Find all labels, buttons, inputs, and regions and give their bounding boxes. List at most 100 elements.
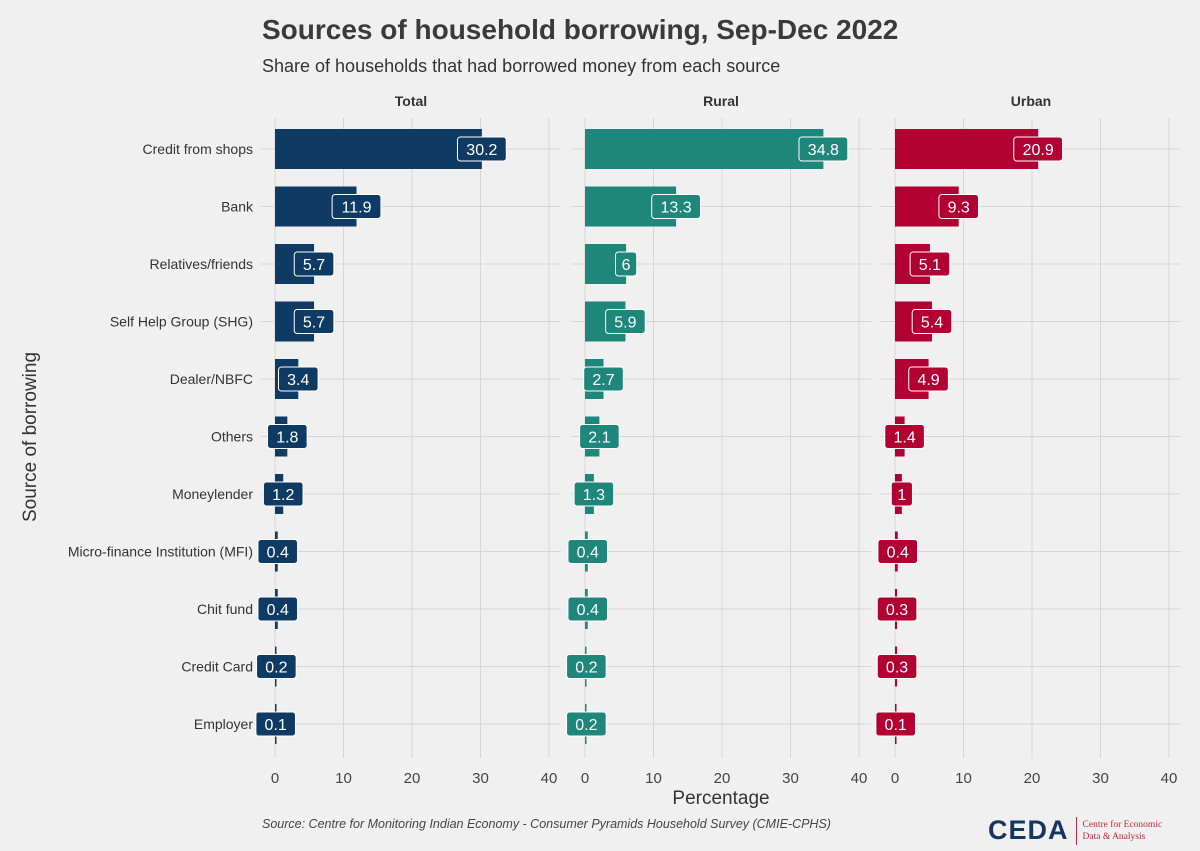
ceda-logo: CEDA Centre for Economic Data & Analysis xyxy=(988,815,1162,846)
data-label: 0.1 xyxy=(265,717,287,734)
data-label: 1 xyxy=(897,487,906,504)
x-tick-label: 0 xyxy=(891,770,899,787)
data-label-box xyxy=(876,654,918,679)
data-label-box xyxy=(875,711,916,737)
data-label-box xyxy=(911,309,953,334)
data-label: 2.1 xyxy=(588,430,610,447)
data-label-box xyxy=(877,539,919,564)
x-tick-label: 30 xyxy=(1092,770,1109,787)
data-label: 0.3 xyxy=(886,602,908,619)
chart-title: Sources of household borrowing, Sep-Dec … xyxy=(262,14,899,45)
data-label: 30.2 xyxy=(466,142,497,159)
facet-title: Urban xyxy=(1011,93,1051,109)
logo-divider xyxy=(1075,816,1077,845)
x-tick-label: 40 xyxy=(851,770,868,787)
data-label-box xyxy=(567,539,609,564)
data-label: 3.4 xyxy=(287,372,309,389)
x-tick-label: 20 xyxy=(404,770,421,787)
x-tick-label: 40 xyxy=(1161,770,1178,787)
data-label-box xyxy=(262,481,304,507)
data-label-box xyxy=(293,309,335,334)
data-label-box xyxy=(255,711,296,737)
data-label: 0.2 xyxy=(265,660,287,677)
data-label-box xyxy=(277,366,319,392)
x-tick-label: 30 xyxy=(782,770,799,787)
logo-text: Centre for Economic Data & Analysis xyxy=(1083,819,1163,843)
data-label: 5.4 xyxy=(921,315,943,332)
data-label: 0.4 xyxy=(267,545,289,562)
category-label: Relatives/friends xyxy=(150,256,254,272)
category-label: Employer xyxy=(194,716,253,732)
x-tick-label: 0 xyxy=(581,770,589,787)
x-tick-label: 20 xyxy=(1024,770,1041,787)
data-label-box xyxy=(615,251,638,277)
category-label: Micro-finance Institution (MFI) xyxy=(68,544,253,560)
data-label-box xyxy=(1013,136,1064,162)
data-label: 2.7 xyxy=(592,372,614,389)
category-label: Others xyxy=(211,429,253,445)
category-label: Dealer/NBFC xyxy=(170,371,253,387)
data-label: 5.9 xyxy=(614,315,636,332)
data-label: 0.2 xyxy=(575,717,597,734)
data-label-box xyxy=(884,424,925,449)
facet-title: Rural xyxy=(703,93,739,109)
data-label-box xyxy=(573,481,615,507)
data-label: 11.9 xyxy=(342,200,372,217)
data-label: 0.4 xyxy=(267,602,289,619)
data-label-box xyxy=(579,424,620,449)
data-label-box xyxy=(257,539,299,564)
data-label-box xyxy=(908,366,949,392)
category-label: Moneylender xyxy=(172,486,253,502)
data-label-box xyxy=(651,194,702,219)
data-label: 1.8 xyxy=(276,430,298,447)
data-label-box xyxy=(938,194,980,219)
data-label-box xyxy=(583,366,624,392)
x-tick-label: 10 xyxy=(335,770,352,787)
data-label-box xyxy=(909,251,951,277)
x-tick-label: 10 xyxy=(645,770,662,787)
data-label: 13.3 xyxy=(661,200,692,217)
data-label-box xyxy=(267,424,308,449)
data-label: 1.2 xyxy=(272,487,294,504)
data-label-box xyxy=(566,711,607,737)
category-label: Credit Card xyxy=(181,659,253,675)
data-label: 5.7 xyxy=(303,257,325,274)
data-label: 9.3 xyxy=(948,200,970,217)
data-label-box xyxy=(257,596,299,622)
x-tick-label: 10 xyxy=(955,770,972,787)
category-label: Credit from shops xyxy=(143,141,253,157)
x-tick-label: 30 xyxy=(472,770,489,787)
data-label: 4.9 xyxy=(917,372,939,389)
data-label: 0.4 xyxy=(577,602,599,619)
data-label-box xyxy=(293,251,335,277)
data-label-box xyxy=(798,136,849,162)
data-label-box xyxy=(605,309,646,334)
x-tick-label: 20 xyxy=(714,770,731,787)
category-label: Bank xyxy=(221,199,254,215)
bar xyxy=(275,129,482,169)
bar xyxy=(585,129,824,169)
logo-mark: CEDA xyxy=(988,815,1069,845)
data-label: 1.4 xyxy=(893,430,915,447)
data-label: 0.2 xyxy=(575,660,597,677)
y-axis-title: Source of borrowing xyxy=(20,352,41,522)
data-label-box xyxy=(876,596,918,622)
x-tick-label: 40 xyxy=(541,770,558,787)
category-label: Self Help Group (SHG) xyxy=(110,314,253,330)
data-label-box xyxy=(566,654,607,679)
data-label: 1.3 xyxy=(583,487,605,504)
data-label-box xyxy=(456,136,507,162)
data-label: 0.1 xyxy=(885,717,907,734)
data-label-box xyxy=(890,481,913,507)
facet-title: Total xyxy=(395,93,427,109)
chart-subtitle: Share of households that had borrowed mo… xyxy=(262,56,781,76)
logo-line-2: Data & Analysis xyxy=(1082,831,1146,842)
source-note: Source: Centre for Monitoring Indian Eco… xyxy=(262,817,831,831)
x-tick-label: 0 xyxy=(271,770,279,787)
data-label: 0.4 xyxy=(887,545,909,562)
data-label-box xyxy=(567,596,609,622)
data-label-box xyxy=(331,194,382,219)
x-axis-title: Percentage xyxy=(672,788,769,809)
data-label: 6 xyxy=(622,257,631,274)
